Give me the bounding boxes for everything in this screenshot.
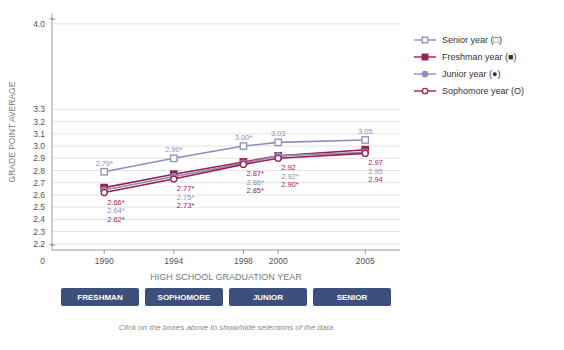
grid-line	[52, 121, 400, 122]
x-axis-label: HIGH SCHOOL GRADUATION YEAR	[150, 272, 302, 282]
button-label[interactable]: FRESHMAN	[77, 293, 123, 302]
y-tick-label: 3.0	[33, 141, 45, 151]
grid-line	[52, 219, 400, 220]
button-label[interactable]: SENIOR	[337, 293, 368, 302]
point	[362, 137, 368, 143]
x-tick	[278, 250, 279, 254]
point	[275, 155, 281, 161]
x-tick	[243, 250, 244, 254]
button-box[interactable]	[61, 288, 139, 306]
footer: Click on the boxes above to show/hide se…	[119, 323, 334, 332]
annotation: 0	[40, 256, 45, 266]
x-tick-label: 1994	[164, 256, 183, 266]
button-box[interactable]	[313, 288, 391, 306]
y-tick-label: 2.2	[33, 239, 45, 249]
series	[101, 149, 368, 193]
y-tick-label: 3.1	[33, 129, 45, 139]
point	[240, 161, 246, 167]
legend: Senior year (□) Freshman year (■) Junior y…	[414, 35, 524, 96]
x-tick	[365, 250, 366, 254]
series-labels: 2.62* 2.73* 2.85* 2.90* 2.94	[107, 175, 383, 223]
x-tick-label: 2000	[269, 256, 288, 266]
y-tick-label: 3.2	[33, 117, 45, 127]
grid-line	[52, 109, 400, 110]
data-label: 2.90*	[281, 180, 299, 189]
data-label: 2.90*	[165, 145, 183, 154]
button-label[interactable]: JUNIOR	[253, 293, 283, 302]
legend-entry: Senior year (□)	[442, 35, 502, 45]
y-tick-label: 2.3	[33, 227, 45, 237]
y-tick-label: 2.5	[33, 202, 45, 212]
y-tick-label: 4.0	[33, 19, 45, 29]
legend-entry: Sophomore year (O)	[442, 86, 524, 96]
y-tick-label: 2.6	[33, 190, 45, 200]
toggle-button[interactable]: SENIOR	[313, 288, 391, 306]
button-box[interactable]	[229, 288, 307, 306]
grid-line	[52, 207, 400, 208]
x-tick-label: 1990	[95, 256, 114, 266]
series-labels: 2.79* 2.90* 3.00* 3.03 3.05	[95, 127, 372, 168]
grid-line	[52, 23, 400, 24]
y-tick-label: 2.4	[33, 214, 45, 224]
x-tick-label: 2005	[356, 256, 375, 266]
point	[240, 143, 246, 149]
chart: 2.2 2.3 2.4 2.5 2.6 2.7 2.8 2.9 3.0 3.1 3.2 3.3 4.0 1…	[0, 0, 564, 350]
annotation: ~	[49, 239, 55, 251]
y-tick-label: 2.7	[33, 178, 45, 188]
x-axis-line	[52, 250, 400, 251]
grid-line	[52, 231, 400, 232]
data-label: 3.03	[271, 129, 286, 138]
data-labels: 2.79* 2.90* 3.00* 3.03 3.05 2.66*2.77*2.87*2.…	[95, 127, 382, 224]
button-box[interactable]	[145, 288, 223, 306]
series-labels: 2.64*2.75*2.86*2.92*2.95	[107, 167, 383, 215]
data-label: 2.62*	[107, 215, 125, 224]
toggle-button[interactable]: SOPHOMORE	[145, 288, 223, 306]
x-tick-label: 1998	[234, 256, 253, 266]
y-axis-line	[52, 14, 53, 250]
y-tick-label: 2.8	[33, 166, 45, 176]
x-tick	[104, 250, 105, 254]
grid-line	[52, 243, 400, 244]
annotation: ~	[49, 13, 55, 25]
series-labels: 2.66*2.77*2.87*2.922.97	[107, 158, 383, 206]
y-tick-label: 3.3	[33, 104, 45, 114]
grid	[52, 24, 400, 244]
x-tick	[173, 250, 174, 254]
data-label: 3.05	[358, 127, 373, 136]
point	[275, 139, 281, 145]
grid-line	[52, 133, 400, 134]
legend-entry: Junior year (●)	[442, 69, 500, 79]
legend-marker	[422, 71, 427, 76]
buttons: FRESHMAN SOPHOMORE JUNIOR SENIOR	[61, 288, 391, 306]
point	[101, 169, 107, 175]
grid-line	[52, 146, 400, 147]
legend-marker	[422, 37, 428, 43]
point	[171, 176, 177, 182]
axes: 2.2 2.3 2.4 2.5 2.6 2.7 2.8 2.9 3.0 3.1 3.2 3.3 4.0 1…	[33, 14, 400, 266]
series	[101, 147, 368, 191]
legend-marker	[422, 54, 428, 60]
data-label: 3.00*	[235, 133, 253, 142]
point	[101, 190, 107, 196]
point	[362, 150, 368, 156]
series-line	[104, 153, 365, 192]
toggle-button[interactable]: FRESHMAN	[61, 288, 139, 306]
data-label: 2.79*	[95, 159, 113, 168]
grid-line	[52, 182, 400, 183]
legend-marker	[422, 88, 427, 93]
series	[101, 150, 368, 195]
y-axis-label: GRADE POINT AVERAGE	[7, 81, 17, 182]
legend-entry: Freshman year (■)	[442, 52, 516, 62]
data-label: 2.73*	[177, 201, 195, 210]
toggle-button[interactable]: JUNIOR	[229, 288, 307, 306]
y-tick-label: 2.9	[33, 153, 45, 163]
plot-data	[101, 137, 368, 196]
button-label[interactable]: SOPHOMORE	[158, 293, 212, 302]
point	[171, 155, 177, 161]
data-label: 2.94	[368, 175, 383, 184]
data-label: 2.85*	[246, 186, 264, 195]
